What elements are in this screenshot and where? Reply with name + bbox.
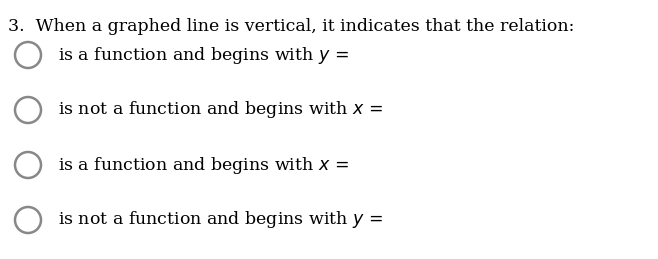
Ellipse shape xyxy=(15,97,41,123)
Text: 3.  When a graphed line is vertical, it indicates that the relation:: 3. When a graphed line is vertical, it i… xyxy=(8,18,574,35)
Text: is a function and begins with $y\,{=}$: is a function and begins with $y\,{=}$ xyxy=(58,45,349,66)
Ellipse shape xyxy=(15,207,41,233)
Text: is a function and begins with $x\,{=}$: is a function and begins with $x\,{=}$ xyxy=(58,155,349,176)
Text: is not a function and begins with $x\,{=}$: is not a function and begins with $x\,{=… xyxy=(58,99,384,120)
Ellipse shape xyxy=(15,42,41,68)
Ellipse shape xyxy=(15,152,41,178)
Text: is not a function and begins with $y\,{=}$: is not a function and begins with $y\,{=… xyxy=(58,210,384,231)
